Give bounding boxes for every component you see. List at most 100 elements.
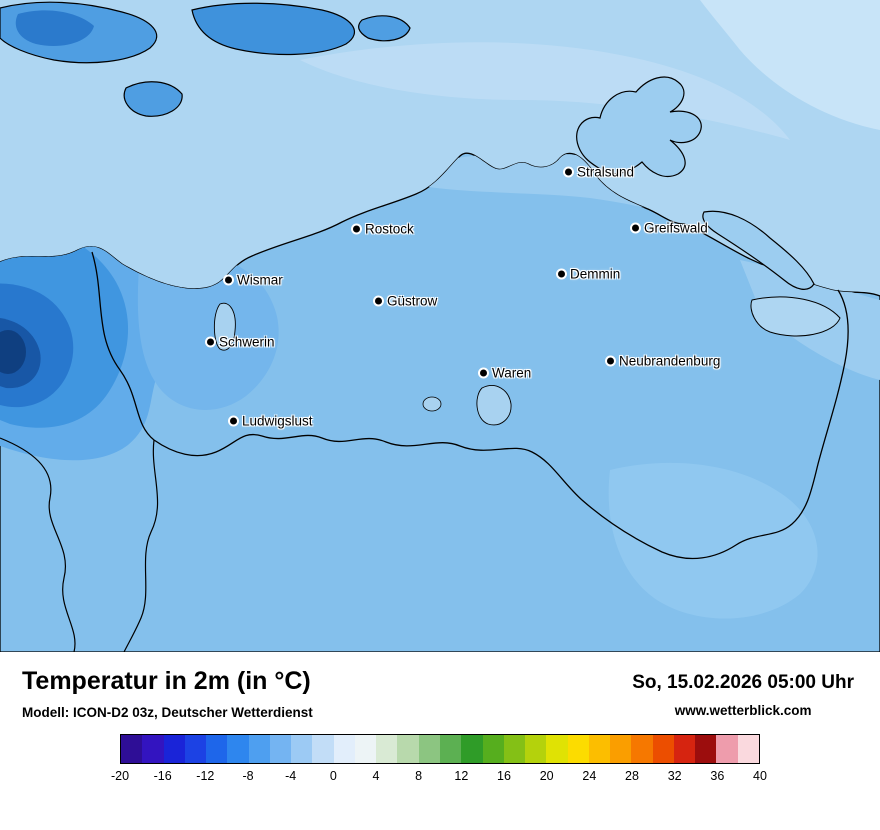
island-small-north xyxy=(358,15,411,42)
scale-color-segment xyxy=(418,734,440,763)
scale-color-segment xyxy=(269,734,292,763)
info-panel: Temperatur in 2m (in °C) Modell: ICON-D2… xyxy=(0,652,880,830)
city-dot-icon xyxy=(632,224,639,232)
city-marker-greifswald: Greifswald xyxy=(632,221,708,236)
scale-color-segment xyxy=(333,734,355,763)
scale-tick-label: -12 xyxy=(196,768,215,783)
scale-color-segment xyxy=(291,734,313,763)
scale-color-segment xyxy=(376,734,398,763)
color-scale: -20 -16 -12 -8 -4 0 4 8 12 16 20 24 28 32 36 40 xyxy=(111,733,767,789)
city-marker-schwerin: Schwerin xyxy=(207,335,275,350)
city-dot-icon xyxy=(207,338,214,346)
city-label: Wismar xyxy=(237,272,283,288)
scale-tick-label: 40 xyxy=(753,768,767,783)
city-marker-wismar: Wismar xyxy=(225,273,283,288)
datetime-block: So, 15.02.2026 05:00 Uhr www.wetterblick… xyxy=(632,668,854,718)
sea-light-patch xyxy=(700,0,880,130)
scale-tick-label: 0 xyxy=(329,768,337,783)
scale-tick-label: 8 xyxy=(415,768,423,783)
border-south xyxy=(123,439,159,652)
website-label: www.wetterblick.com xyxy=(674,703,812,718)
scale-color-segment xyxy=(461,734,483,763)
city-dot-icon xyxy=(480,369,487,377)
city-label: Neubrandenburg xyxy=(619,353,721,369)
city-dot-icon xyxy=(565,168,572,176)
lake-schwerin xyxy=(213,302,236,351)
lagoon xyxy=(750,296,841,337)
scale-tick-label: 20 xyxy=(539,768,554,783)
city-label: Güstrow xyxy=(387,293,438,309)
scale-color-segment xyxy=(184,734,207,763)
scale-tick-label: 12 xyxy=(454,768,469,783)
city-marker-rostock: Rostock xyxy=(353,222,414,237)
city-label: Greifswald xyxy=(644,220,708,236)
city-label: Ludwigslust xyxy=(242,413,313,429)
city-label: Rostock xyxy=(365,221,414,237)
scale-tick-label: 4 xyxy=(372,768,380,783)
scale-tick-label: -16 xyxy=(153,768,172,783)
city-dot-icon xyxy=(353,225,360,233)
city-marker-stralsund: Stralsund xyxy=(565,165,634,180)
scale-color-segment xyxy=(631,734,653,763)
color-scale-bar xyxy=(120,733,760,764)
forecast-datetime: So, 15.02.2026 05:00 Uhr xyxy=(632,672,854,693)
city-layer: Stralsund Rostock Greifswald Wismar Demmin Gü… xyxy=(207,165,720,428)
city-label: Schwerin xyxy=(219,334,275,350)
scale-color-segment xyxy=(206,734,228,763)
scale-color-segment xyxy=(610,734,632,763)
scale-color-segment xyxy=(397,734,419,763)
island-fehmarn xyxy=(123,81,183,117)
state-border xyxy=(91,251,849,560)
city-marker-neubrandenburg: Neubrandenburg xyxy=(607,354,720,369)
scale-color-segment xyxy=(652,734,674,763)
island-usedom xyxy=(702,210,815,290)
city-dot-icon xyxy=(607,357,614,365)
city-label: Demmin xyxy=(570,266,621,282)
scale-tick-label: -8 xyxy=(242,768,254,783)
scale-color-segment xyxy=(163,734,185,763)
scale-tick-label: -20 xyxy=(110,768,130,783)
scale-tick-label: 28 xyxy=(625,768,639,783)
island-ruegen xyxy=(576,76,702,178)
scale-color-segment xyxy=(503,734,526,763)
scale-color-segment xyxy=(312,734,334,763)
scale-color-segment xyxy=(695,734,717,763)
scale-color-segment xyxy=(588,734,611,763)
scale-color-segment xyxy=(248,734,270,763)
scale-color-segment xyxy=(482,734,504,763)
scale-color-segment xyxy=(737,734,759,763)
scale-color-segment xyxy=(142,734,164,763)
city-marker-ludwigslust: Ludwigslust xyxy=(230,413,313,428)
scale-tick-label: 36 xyxy=(710,768,725,783)
city-label: Waren xyxy=(492,365,532,381)
city-label: Stralsund xyxy=(577,164,635,180)
city-dot-icon xyxy=(558,270,565,278)
lake-plau xyxy=(422,396,442,412)
scale-tick-label: -4 xyxy=(285,768,297,783)
scale-color-segment xyxy=(716,734,738,763)
island-north xyxy=(191,2,356,56)
map-svg xyxy=(0,0,880,652)
scale-color-segment xyxy=(227,734,249,763)
lake-mueritz xyxy=(476,385,512,426)
border-southwest xyxy=(0,437,76,652)
cold-patch-northwest xyxy=(15,10,94,46)
city-dot-icon xyxy=(225,276,232,284)
scale-color-segment xyxy=(439,734,462,763)
city-dot-icon xyxy=(230,417,237,425)
scale-color-segment xyxy=(525,734,547,763)
page-title: Temperatur in 2m (in °C) xyxy=(22,667,311,695)
color-scale-labels: -20 -16 -12 -8 -4 0 4 8 12 16 20 24 28 32 36 40 xyxy=(111,767,767,789)
city-marker-waren: Waren xyxy=(480,366,531,381)
map-area: Stralsund Rostock Greifswald Wismar Demmin Gü… xyxy=(0,0,880,652)
scale-color-segment xyxy=(121,734,143,763)
city-marker-güstrow: Güstrow xyxy=(375,294,437,309)
scale-color-segment xyxy=(673,734,696,763)
city-marker-demmin: Demmin xyxy=(558,267,620,282)
scale-color-segment xyxy=(354,734,377,763)
title-block: Temperatur in 2m (in °C) Modell: ICON-D2… xyxy=(22,667,313,719)
scale-color-segment xyxy=(567,734,589,763)
scale-tick-label: 24 xyxy=(582,768,597,783)
scale-tick-label: 32 xyxy=(667,768,682,783)
